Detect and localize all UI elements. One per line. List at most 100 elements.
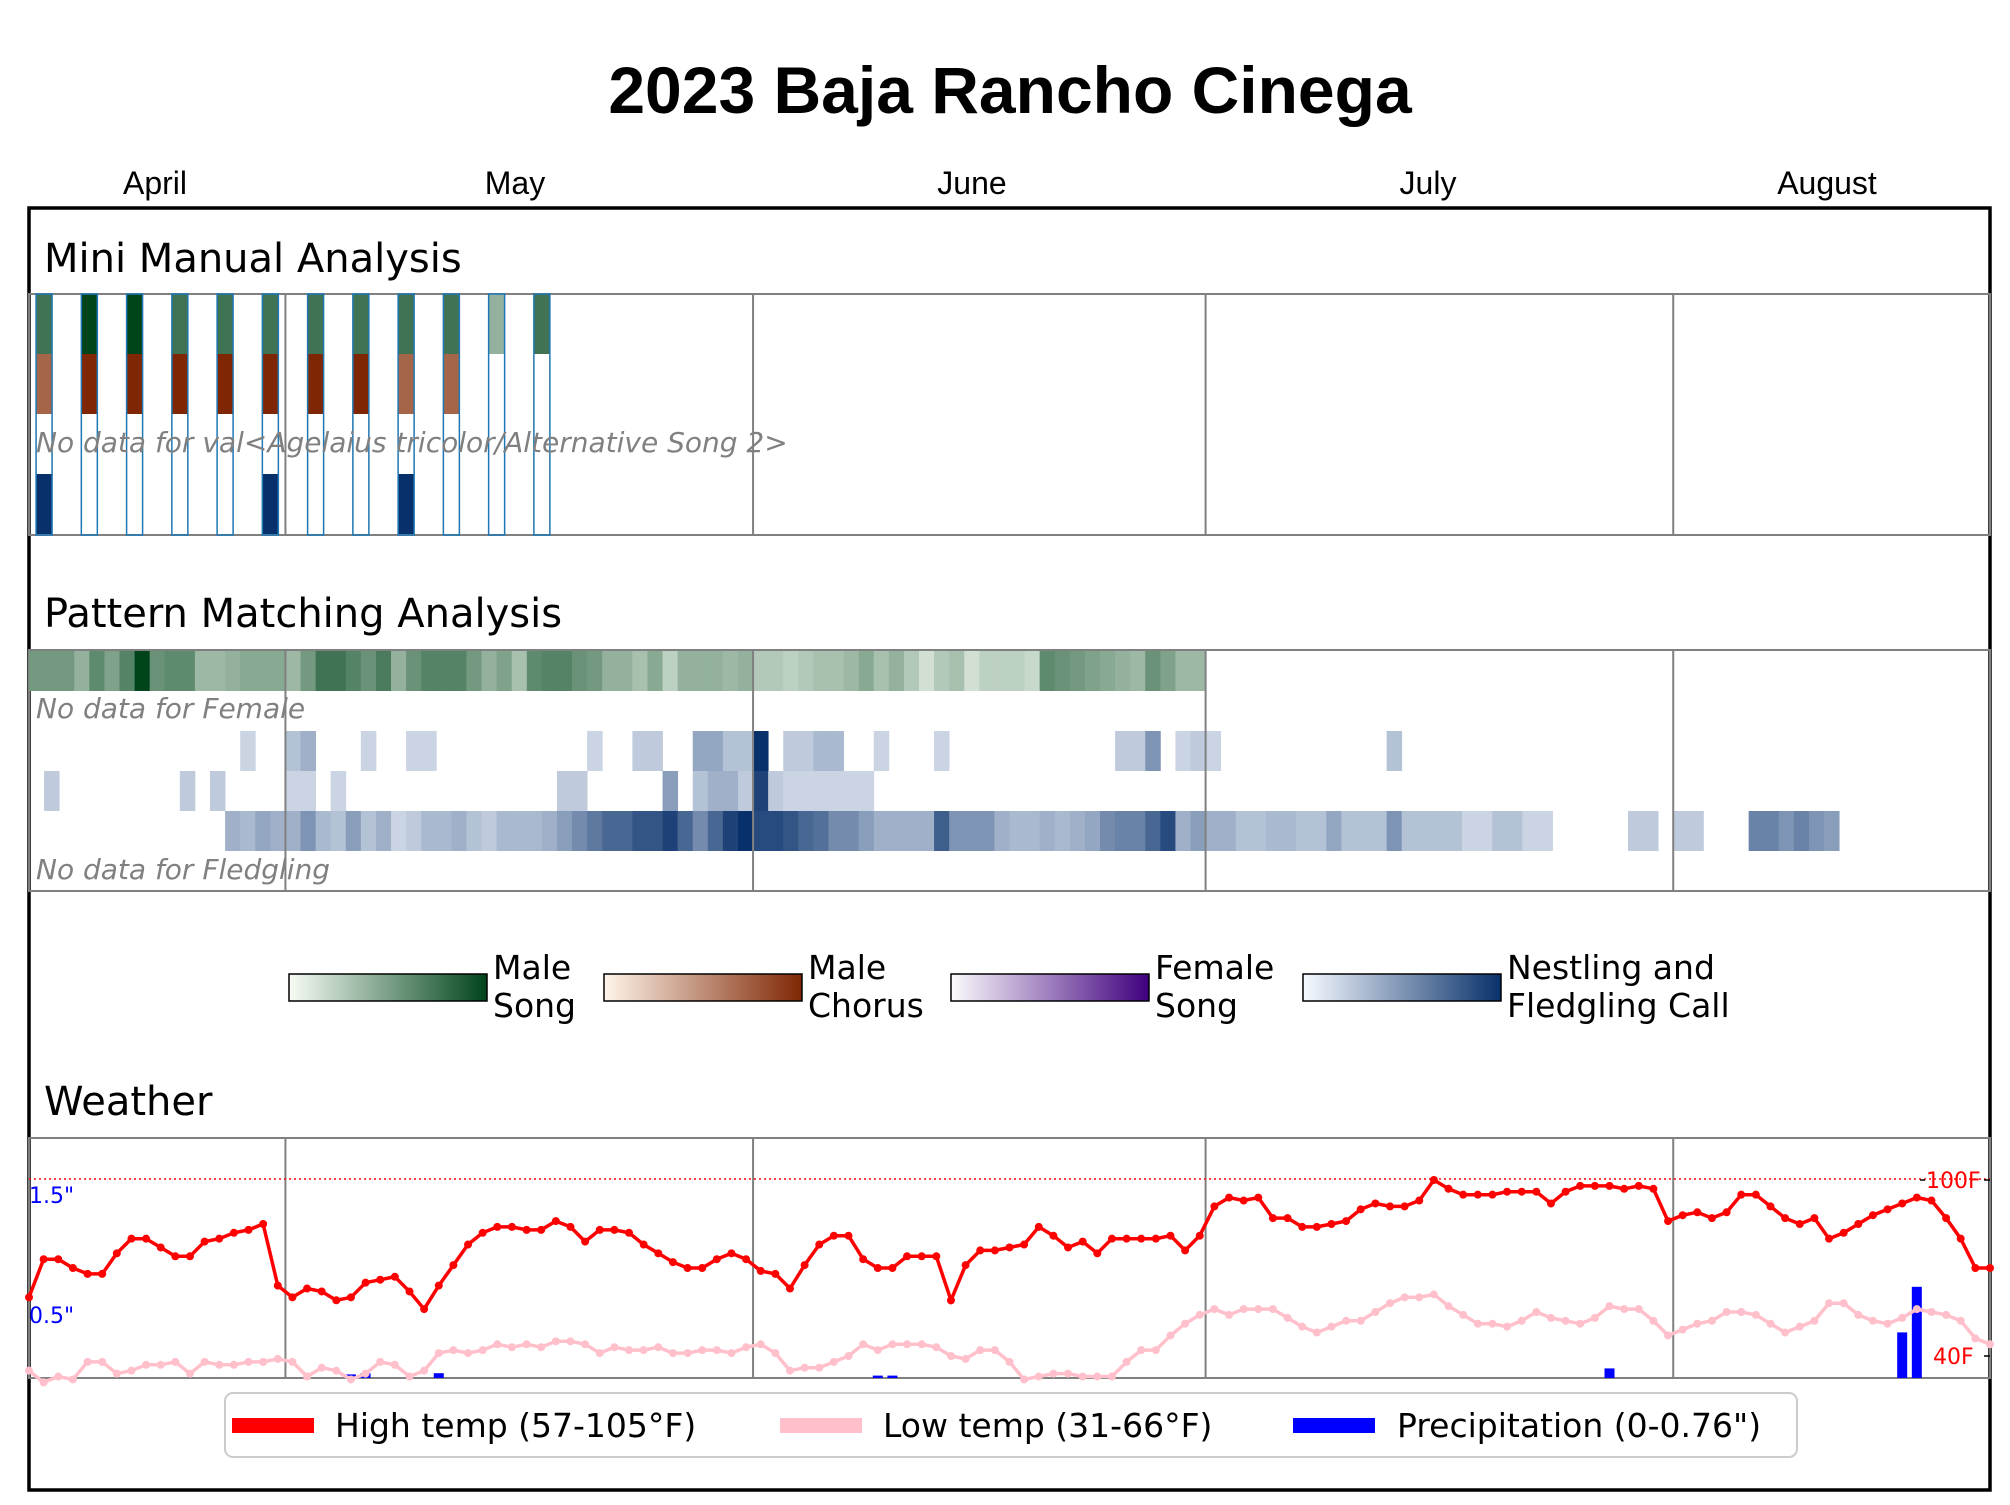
pm-call-cell [375,811,392,851]
low-temp-point [1400,1293,1409,1302]
pm-call-cell [677,811,694,851]
high-temp-point [990,1246,999,1255]
pm-song-cell [451,651,467,691]
pm-call-cell [843,771,860,811]
pm-call-cell [1356,811,1372,851]
low-temp-point [376,1357,385,1366]
mini-chorus-cell [443,354,460,414]
pm-song-cell [1054,651,1071,691]
pm-song-cell [1115,651,1131,691]
high-temp-point [815,1240,824,1249]
mini-chorus-cell [126,354,143,414]
weather-month-dividers [284,1138,1675,1378]
pm-call-cell [1673,811,1689,851]
pm-call-cell [315,811,332,851]
high-temp-point [346,1293,355,1302]
pm-call-cell [300,731,317,771]
low-temp-point [98,1357,107,1366]
low-temp-point [800,1363,809,1372]
high-temp-point [1898,1199,1907,1208]
low-temp-point [1517,1316,1526,1325]
pm-call-cell [692,811,709,851]
pm-call-cell [1054,811,1071,851]
pm-song-cell [903,651,920,691]
high-temp-point [200,1237,209,1246]
mini-chorus-cell [81,354,98,414]
pm-call-cell [1416,811,1433,851]
high-temp-point [1825,1234,1834,1243]
high-temp-point [1473,1190,1482,1199]
pm-call-cell [632,811,648,851]
pm-call-cell [1808,811,1825,851]
pm-song-cell [888,651,905,691]
high-temp-point [1166,1231,1175,1240]
pm-song-cell [511,651,528,691]
pm-call-cell [768,771,784,811]
low-temp-point [742,1343,751,1352]
low-temp-point [1883,1319,1892,1328]
precip-bar [1911,1286,1922,1378]
pm-call-cell [873,811,890,851]
pm-song-cell [360,651,377,691]
low-temp-point [1766,1319,1775,1328]
low-temp-point [1781,1328,1790,1337]
low-temp-point [1912,1305,1921,1314]
pm-song-cell [345,651,362,691]
mini-chorus-cell [262,354,279,414]
pm-call-cell [994,811,1010,851]
low-temp-point [478,1346,487,1355]
low-temp-point [1385,1299,1394,1308]
pm-call-cell [406,811,422,851]
high-temp-point [1298,1222,1307,1231]
pm-song-cell [918,651,935,691]
legend-label-high-temp: High temp (57-105°F) [335,1406,696,1445]
pm-call-cell [300,811,317,851]
pm-call-cell [707,731,724,771]
high-temp-point [1020,1240,1029,1249]
high-temp-point [1590,1181,1599,1190]
pm-song-cell [330,651,347,691]
color-bar-1 [603,973,803,1002]
pm-song-cell [240,651,256,691]
chart-title: 2023 Baja Rancho Cinega [608,53,1413,127]
pm-song-cell [375,651,392,691]
high-temp-point [1400,1202,1409,1211]
low-temp-point [1488,1319,1497,1328]
pm-call-cell [1763,811,1780,851]
high-temp-point [771,1269,780,1278]
pm-call-cell [1265,811,1282,851]
pm-song-cell [481,651,498,691]
high-temp-point [1956,1234,1965,1243]
pm-call-cell [285,811,301,851]
high-temp-point [1151,1234,1160,1243]
low-temp-point [771,1349,780,1358]
low-temp-point [1898,1313,1907,1322]
high-temp-point [844,1231,853,1240]
precip-bar [1897,1332,1908,1378]
pm-call-cell [934,811,950,851]
mini-column-outline [125,293,144,536]
pm-call-cell [1446,811,1463,851]
pm-call-cell [888,811,905,851]
pm-song-cell [104,651,120,691]
low-temp-point [1312,1328,1321,1337]
low-temp-point [815,1363,824,1372]
pm-song-cell [813,651,829,691]
legend-label-low-temp: Low temp (31-66°F) [883,1406,1212,1445]
pm-song-cell [964,651,980,691]
pm-call-cell [979,811,995,851]
color-legend-label-line1: Female [1155,948,1274,987]
low-temp-point [1810,1316,1819,1325]
pm-call-cell [828,771,844,811]
high-temp-point [1034,1222,1043,1231]
mini-chorus-cell [171,354,188,414]
high-temp-point [1268,1214,1277,1223]
low-temp-point [712,1346,721,1355]
low-temp-point [1268,1305,1277,1314]
pm-call-cell [1688,811,1704,851]
low-temp-point [551,1337,560,1346]
pm-call-cell [360,731,377,771]
pm-call-cell [813,811,829,851]
low-temp-point [917,1340,926,1349]
high-temp-point [420,1305,429,1314]
